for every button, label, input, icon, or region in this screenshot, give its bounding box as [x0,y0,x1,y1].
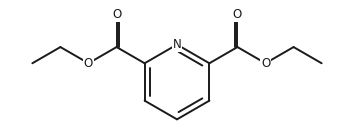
Text: O: O [233,8,242,21]
Text: O: O [84,57,93,70]
Text: N: N [173,38,181,51]
Text: O: O [112,8,121,21]
Text: O: O [261,57,270,70]
